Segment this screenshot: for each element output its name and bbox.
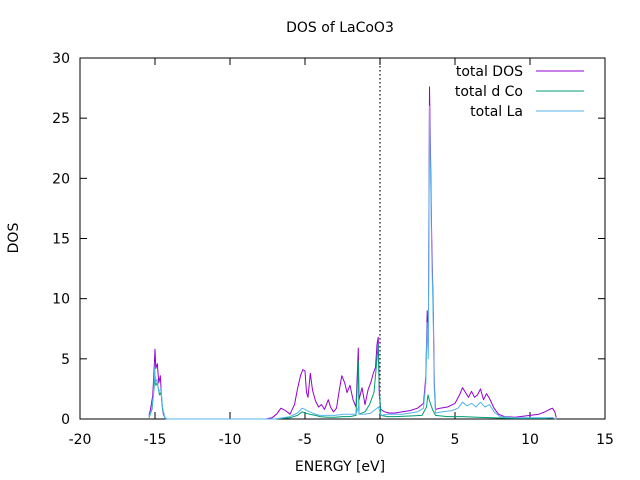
- chart-title: DOS of LaCoO3: [286, 20, 394, 36]
- y-tick-label: 0: [61, 412, 70, 428]
- x-tick-label: 10: [521, 432, 539, 448]
- x-tick-label: -15: [144, 432, 167, 448]
- legend-label: total d Co: [455, 84, 523, 100]
- plot-lines: [148, 86, 557, 420]
- x-tick-label: -5: [298, 432, 312, 448]
- y-tick-label: 25: [52, 111, 70, 127]
- x-tick-label: -10: [219, 432, 242, 448]
- y-tick-label: 20: [52, 171, 70, 187]
- legend: total DOS total d Co total La: [455, 64, 584, 120]
- x-tick-label: 0: [376, 432, 385, 448]
- x-tick-label: 5: [451, 432, 460, 448]
- legend-label: total DOS: [456, 64, 523, 80]
- x-tick-label: 15: [596, 432, 614, 448]
- series-line-0: [148, 86, 557, 420]
- y-tick-label: 15: [52, 232, 70, 248]
- x-tick-label: -20: [69, 432, 92, 448]
- legend-label: total La: [470, 104, 523, 120]
- series-line-2: [148, 105, 557, 420]
- y-axis-label: DOS: [6, 223, 22, 254]
- plot-frame: [79, 57, 606, 420]
- y-tick-label: 30: [52, 51, 70, 67]
- y-tick-label: 10: [52, 292, 70, 308]
- series-line-1: [148, 343, 557, 420]
- x-axis-label: ENERGY [eV]: [295, 459, 385, 475]
- axes: -20 -15 -10 -5 0 5 10 15 0 5 10 15 20 25 30: [52, 51, 614, 448]
- y-tick-label: 5: [61, 352, 70, 368]
